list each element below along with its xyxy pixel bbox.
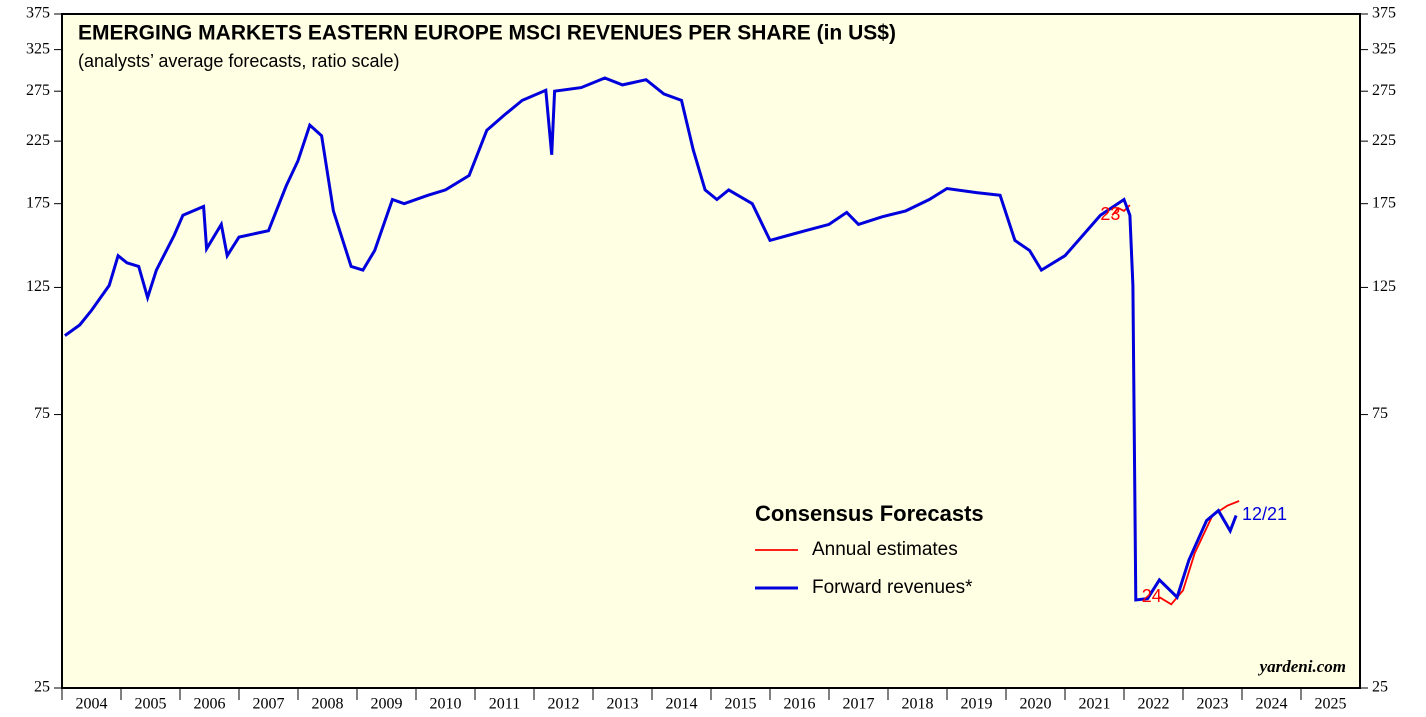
y2-tick-label: 25 (1372, 679, 1388, 696)
annotation: 24 (1142, 586, 1162, 606)
y2-tick-label: 325 (1372, 40, 1396, 57)
x-tick-label: 2015 (725, 696, 757, 713)
x-tick-label: 2009 (371, 696, 403, 713)
x-tick-label: 2019 (961, 696, 993, 713)
y-tick-label: 275 (26, 82, 50, 99)
y-tick-label: 25 (34, 679, 50, 696)
x-tick-label: 2011 (489, 696, 520, 713)
y-tick-label: 375 (26, 5, 50, 22)
x-tick-label: 2012 (548, 696, 580, 713)
source: yardeni.com (1258, 657, 1346, 676)
x-tick-label: 2025 (1315, 696, 1347, 713)
x-tick-label: 2014 (666, 696, 698, 713)
x-tick-label: 2013 (607, 696, 639, 713)
x-tick-label: 2010 (430, 696, 462, 713)
x-tick-label: 2023 (1197, 696, 1229, 713)
legend-label: Forward revenues* (812, 577, 973, 598)
x-tick-label: 2022 (1138, 696, 1170, 713)
annotation: 23 (1100, 204, 1120, 224)
x-tick-label: 2007 (253, 696, 285, 713)
x-tick-label: 2005 (135, 696, 167, 713)
x-tick-label: 2024 (1256, 696, 1288, 713)
x-tick-label: 2016 (784, 696, 816, 713)
x-tick-label: 2020 (1020, 696, 1052, 713)
y2-tick-label: 125 (1372, 278, 1396, 295)
y-tick-label: 75 (34, 405, 50, 422)
x-tick-label: 2006 (194, 696, 226, 713)
chart-subtitle: (analysts’ average forecasts, ratio scal… (78, 51, 399, 71)
x-tick-label: 2008 (312, 696, 344, 713)
y2-tick-label: 75 (1372, 405, 1388, 422)
chart-title: EMERGING MARKETS EASTERN EUROPE MSCI REV… (78, 22, 896, 45)
y2-tick-label: 225 (1372, 132, 1396, 149)
y-tick-label: 325 (26, 40, 50, 57)
x-tick-label: 2021 (1079, 696, 1111, 713)
y2-tick-label: 375 (1372, 5, 1396, 22)
y2-tick-label: 175 (1372, 194, 1396, 211)
y-tick-label: 225 (26, 132, 50, 149)
x-tick-label: 2017 (843, 696, 875, 713)
plot-area (61, 13, 1361, 689)
x-tick-label: 2004 (76, 696, 108, 713)
annotation: 12/21 (1242, 504, 1287, 524)
x-tick-label: 2018 (902, 696, 934, 713)
legend-title: Consensus Forecasts (755, 501, 984, 526)
legend-label: Annual estimates (812, 539, 958, 560)
line-series (64, 76, 1238, 602)
y-tick-label: 175 (26, 194, 50, 211)
y-tick-label: 125 (26, 278, 50, 295)
y2-tick-label: 275 (1372, 82, 1396, 99)
